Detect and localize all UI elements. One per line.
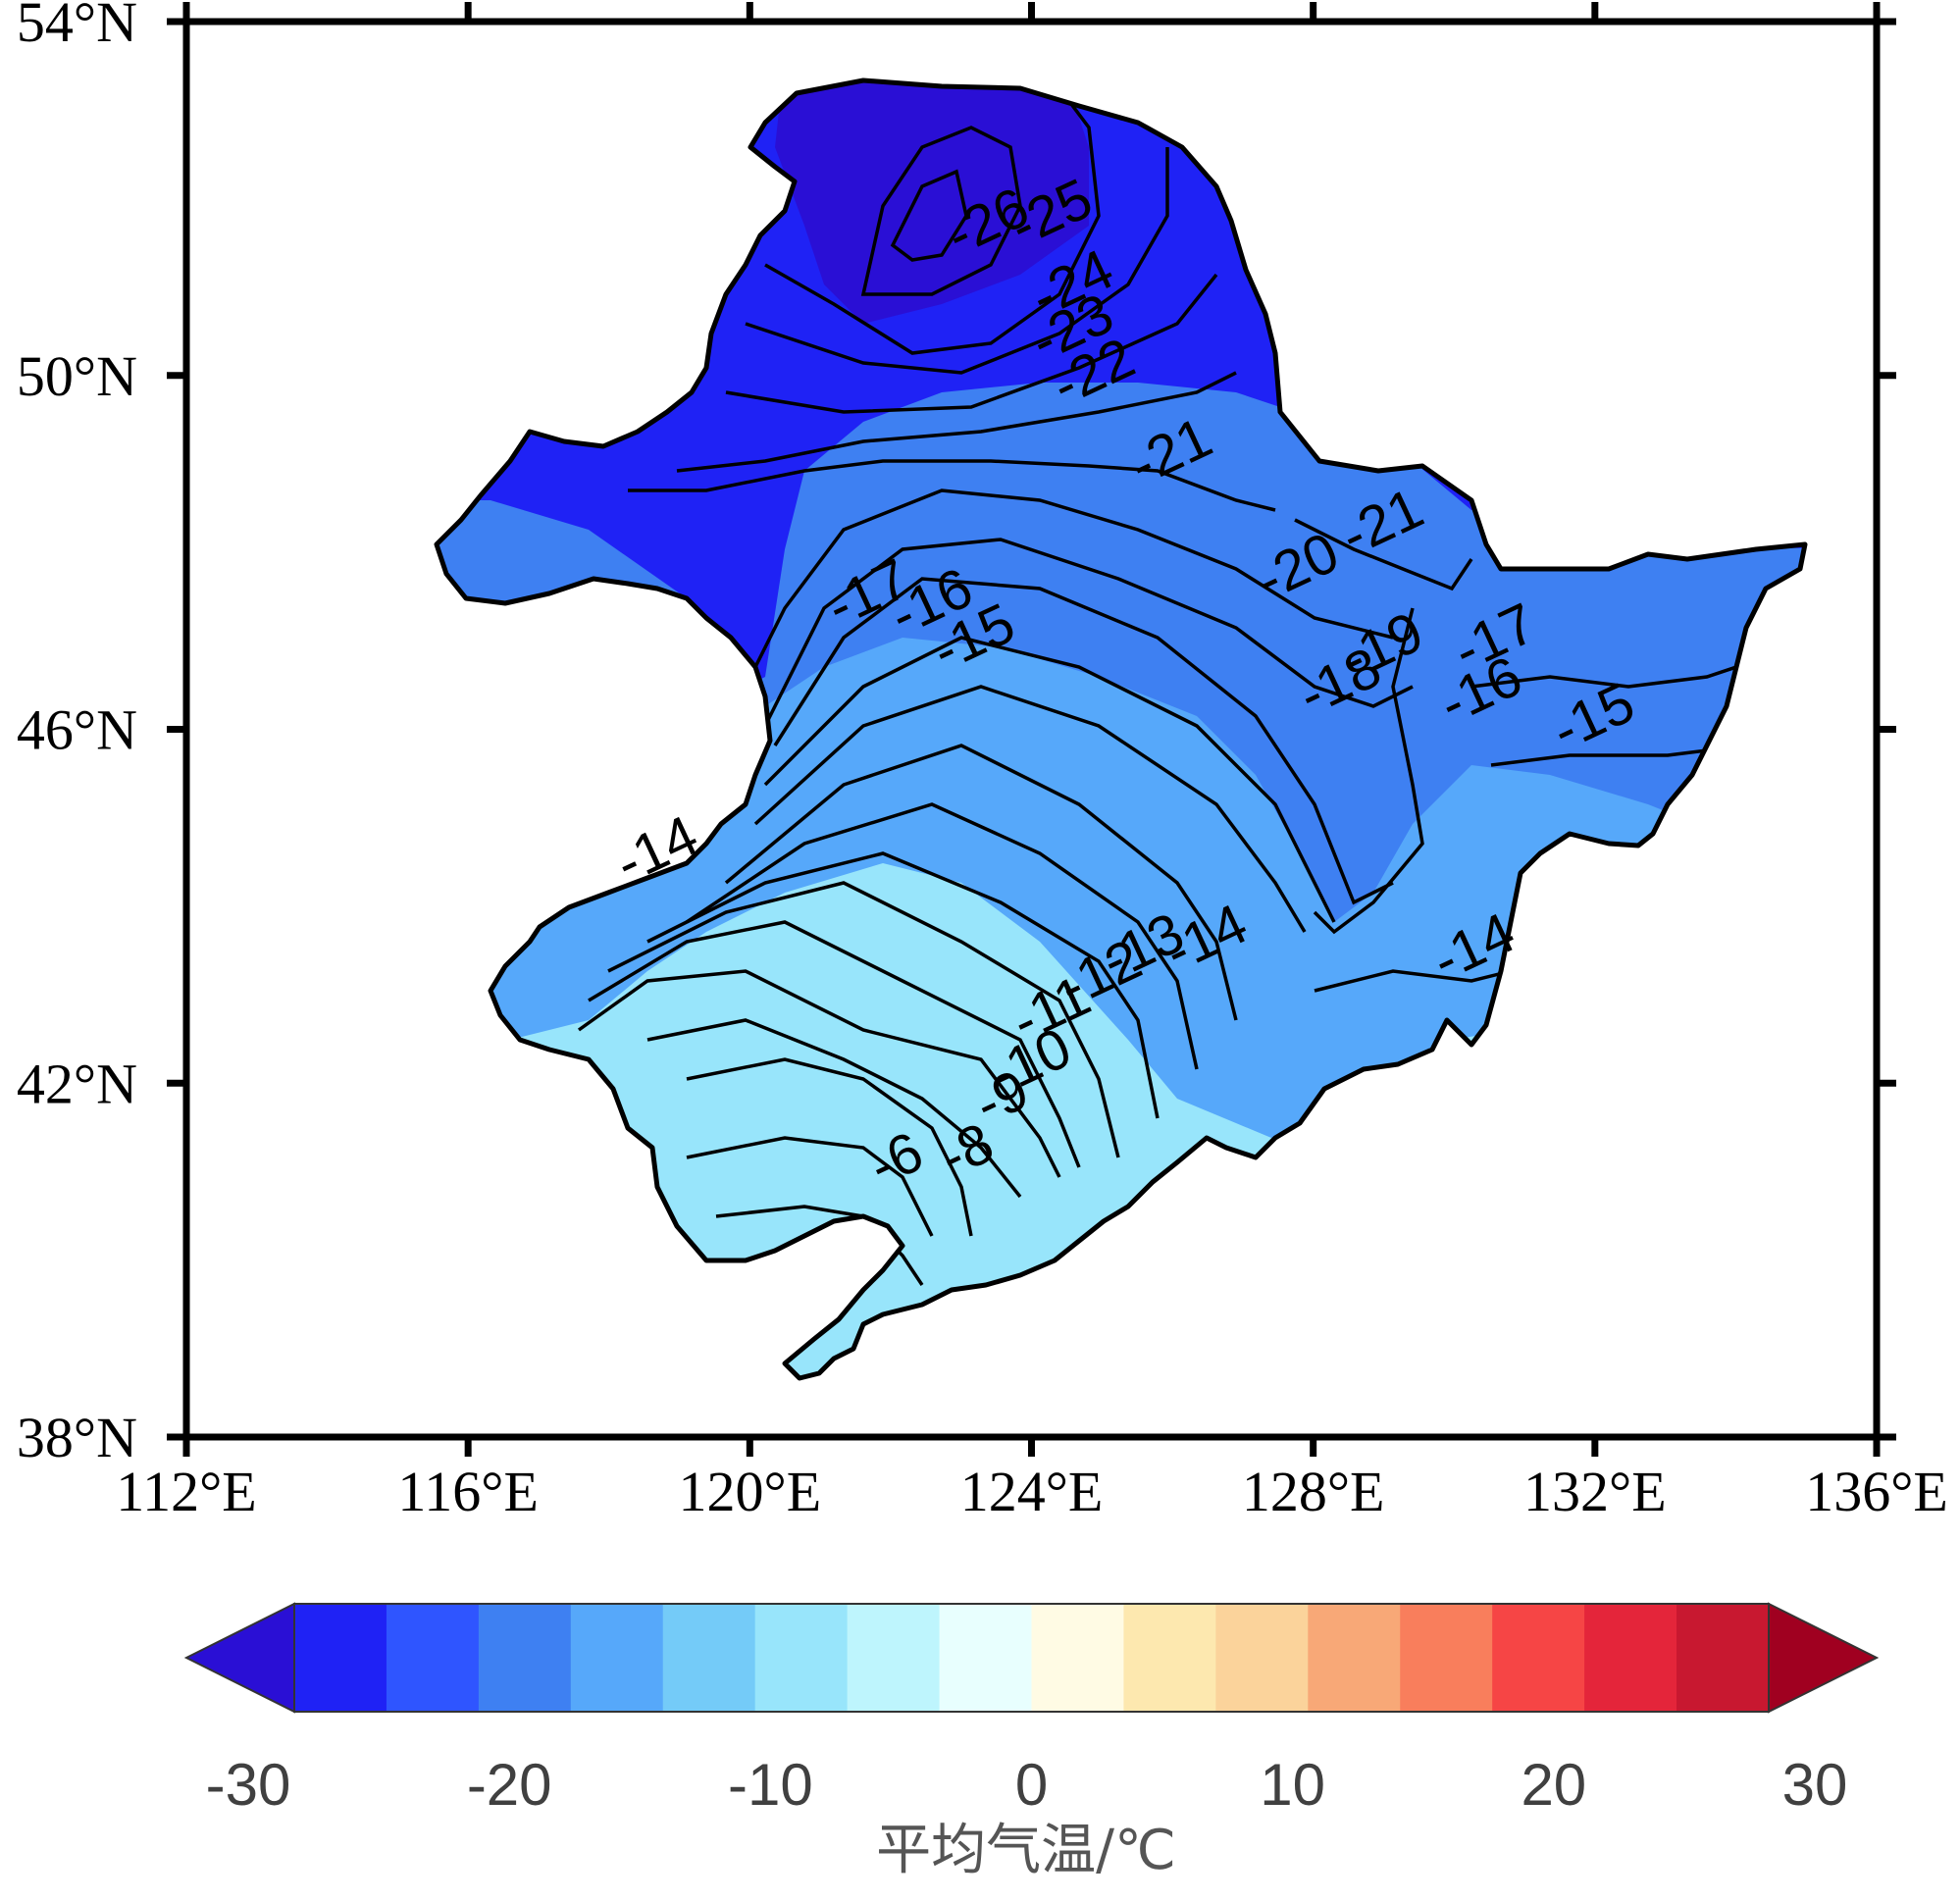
contour-neg-22	[676, 371, 1237, 473]
contour-neg-7	[686, 1136, 934, 1237]
contour-neg-12	[607, 881, 1120, 1158]
contour-neg-21-b	[1294, 518, 1473, 591]
colorbar-bin	[662, 1604, 756, 1712]
colorbar-bin	[1676, 1604, 1770, 1712]
colorbar-tick-label: -10	[728, 1752, 813, 1818]
contour-neg-26-inner	[890, 169, 968, 262]
contour-neg-10	[577, 969, 1061, 1178]
colorbar-bin	[1308, 1604, 1401, 1712]
x-tick-label: 124°E	[960, 1460, 1104, 1523]
contour-neg-13	[646, 851, 1160, 1119]
colorbar-tick-label: -20	[467, 1752, 552, 1818]
colorbar-bin	[570, 1604, 664, 1712]
colorbar-max-arrow	[1768, 1602, 1880, 1714]
x-tick-label: 132°E	[1523, 1460, 1667, 1523]
colorbar-bin	[478, 1604, 572, 1712]
colorbar-bin	[1492, 1604, 1585, 1712]
colorbar-bin	[1584, 1604, 1677, 1712]
colorbar-tick-label: 10	[1260, 1752, 1325, 1818]
colorbar-tick-label: 20	[1521, 1752, 1586, 1818]
colorbar-bin	[754, 1604, 849, 1712]
y-tick-label: 46°N	[17, 698, 137, 762]
band-below--25	[775, 80, 1089, 324]
colorbar-tick-label: -30	[206, 1752, 291, 1818]
colorbar-min-arrow	[183, 1602, 295, 1714]
contour-neg-8	[686, 1057, 973, 1237]
colorbar-bin	[386, 1604, 480, 1712]
y-tick-label: 42°N	[17, 1052, 137, 1115]
contour-neg-16-east	[1470, 655, 1767, 689]
y-tick-label: 54°N	[17, 0, 137, 54]
colorbar: -30 -20 -10 0 10 20 30	[183, 1602, 1880, 1818]
contour-neg-24	[745, 147, 1169, 375]
contour-neg-25	[764, 86, 1101, 355]
colorbar-tick-label: 30	[1782, 1752, 1848, 1818]
contour-neg-21-a	[628, 459, 1276, 512]
colorbar-tick-label: 0	[1015, 1752, 1048, 1818]
x-tick-label: 120°E	[679, 1460, 822, 1523]
x-tick-label: 112°E	[116, 1460, 256, 1523]
colorbar-bin	[939, 1604, 1032, 1712]
colorbar-bin	[294, 1604, 387, 1712]
contour-neg-14	[686, 802, 1199, 1070]
x-tick-label: 116°E	[397, 1460, 538, 1523]
contour-neg-20	[744, 488, 1394, 688]
contour-neg-11	[588, 920, 1081, 1168]
x-tick-label: 136°E	[1805, 1460, 1948, 1523]
region-boundary	[434, 77, 1808, 1381]
colorbar-bin	[1031, 1604, 1124, 1712]
colorbar-title: 平均气温/℃	[876, 1819, 1176, 1882]
contour-neg-14-east	[1314, 969, 1512, 993]
y-tick-label: 50°N	[17, 344, 137, 408]
colorbar-outline	[293, 1603, 1770, 1713]
contour-neg-18	[773, 577, 1394, 905]
contour-neg-26	[860, 126, 1022, 296]
colorbar-bin	[1400, 1604, 1493, 1712]
contour-neg-17	[763, 636, 1336, 923]
contour-neg-19	[763, 538, 1414, 727]
colorbar-bin	[847, 1604, 941, 1712]
contour-neg-9	[646, 1018, 1022, 1199]
axis-ticks: 112°E 116°E 120°E 124°E 128°E 132°E 136°E 54°N 5…	[17, 0, 1948, 1523]
contour-neg-23	[725, 273, 1218, 414]
y-tick-label: 38°N	[17, 1406, 137, 1469]
colorbar-bin	[1123, 1604, 1216, 1712]
colorbar-bin	[1215, 1604, 1309, 1712]
contour-neg-15	[724, 744, 1238, 1021]
x-tick-label: 128°E	[1242, 1460, 1385, 1523]
contour-neg-16	[753, 685, 1307, 933]
contour-neg-17-east	[1313, 607, 1424, 935]
